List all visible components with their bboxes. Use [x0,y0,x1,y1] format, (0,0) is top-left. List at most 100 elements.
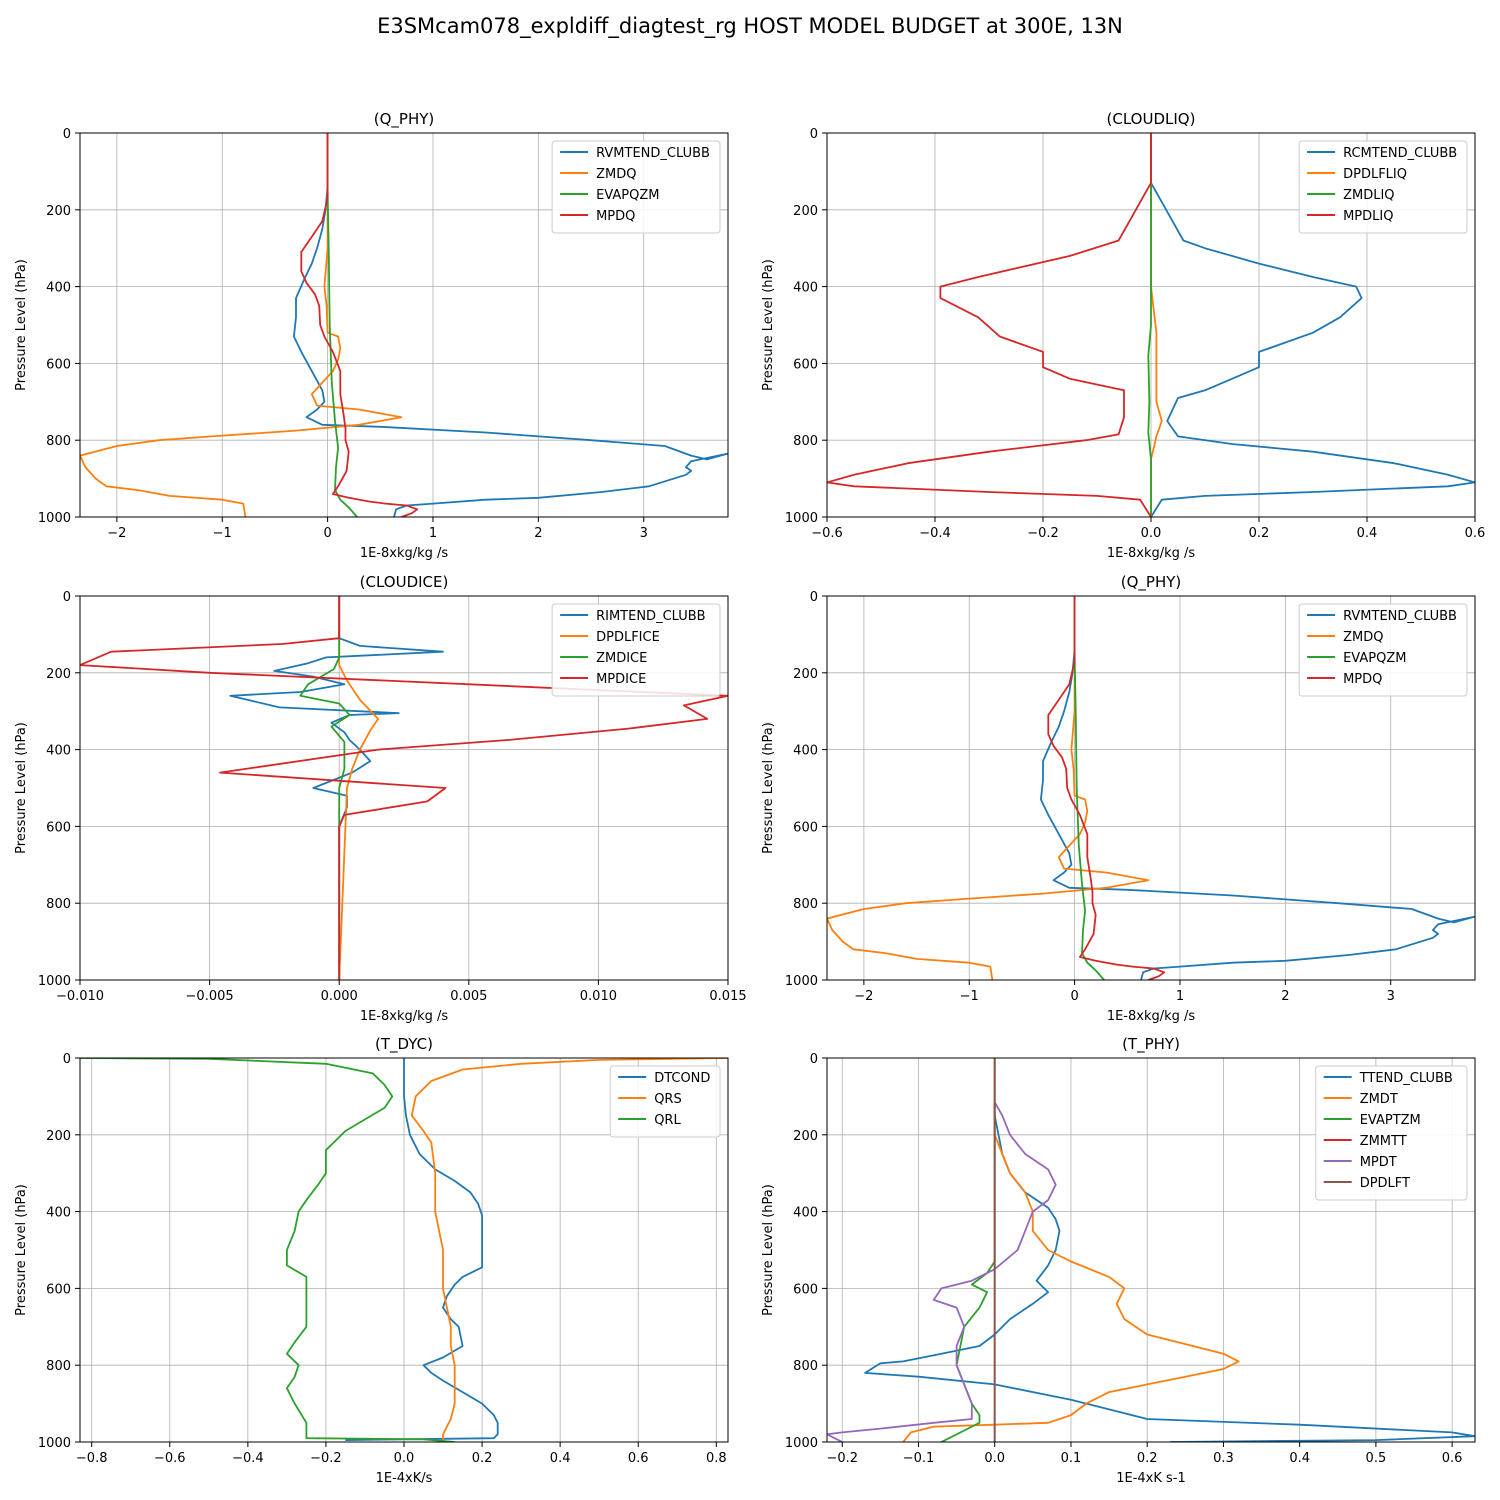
x-tick-label: 2 [534,526,542,541]
y-tick-label: 0 [810,1052,818,1067]
series-group [80,133,728,517]
chart-panel-1: −2 −1 0 1 2 3 0 200 400 600 800 1000 (Q_PHY) 1E-8xkg/… [14,110,729,561]
series-line-dpdlfice [338,596,379,980]
x-tick-label: 0.5 [1366,1451,1387,1466]
legend: RVMTEND_CLUBB ZMDQ EVAPQZM MPDQ [551,140,721,234]
x-axis-label: 1E-8xkg/kg /s [1107,546,1196,561]
x-tick-label: −0.8 [76,1451,108,1466]
legend-entry: MPDICE [596,672,646,687]
legend-entry: MPDQ [596,209,635,224]
x-tick-label: 0.0 [394,1451,415,1466]
legend-entry: RVMTEND_CLUBB [1343,609,1457,624]
y-tick-label: 400 [46,281,71,296]
legend-entry: MPDT [1360,1155,1397,1170]
series-line-rimtend_clubb [229,596,444,980]
chart-panel-3: −0.010 −0.005 0.000 0.005 0.010 0.015 0 200 400 6… [14,573,747,1024]
y-tick-label: 1000 [38,1436,71,1451]
legend-box [1315,1065,1468,1201]
x-tick-label: −0.005 [186,989,234,1004]
legend-entry: QRS [654,1092,682,1107]
plot-frame [826,595,1476,981]
legend-entry: TTEND_CLUBB [1359,1071,1453,1086]
y-tick-label: 0 [63,590,71,605]
x-tick-label: 0.000 [321,989,358,1004]
y-axis-label: Pressure Level (hPa) [761,259,776,391]
x-tick-label: −1 [960,989,979,1004]
x-tick-label: 2 [1281,989,1289,1004]
x-axis-label: 1E-8xkg/kg /s [360,1009,449,1024]
panel-title: (CLOUDLIQ) [1107,110,1196,128]
series-line-zmdq [80,133,403,517]
y-tick-label: 400 [793,281,818,296]
series-line-mpdt [827,1101,1057,1442]
y-axis-label: Pressure Level (hPa) [14,1184,29,1316]
series-group [827,1058,1475,1442]
series-line-zmdliq [1147,133,1152,517]
y-tick-label: 600 [46,357,71,372]
y-tick-label: 800 [46,897,71,912]
y-tick-label: 400 [793,744,818,759]
panel-title: (T_DYC) [375,1035,433,1054]
x-tick-label: 0.6 [1465,526,1486,541]
x-tick-label: −0.6 [811,526,843,541]
series-line-mpdliq [827,133,1152,517]
plot-frame [826,1057,1476,1443]
series-line-rvmtend_clubb [1040,596,1475,980]
series-group [827,133,1475,517]
series-line-zmdq [827,596,1150,980]
x-tick-label: −0.2 [826,1451,858,1466]
x-tick-label: 0.3 [1213,1451,1234,1466]
legend-entry: RCMTEND_CLUBB [1343,146,1457,161]
x-tick-label: −0.4 [919,526,951,541]
y-tick-label: 200 [46,1129,71,1144]
y-tick-label: 1000 [785,1436,818,1451]
x-tick-label: −1 [213,526,232,541]
x-tick-label: −0.6 [154,1451,186,1466]
legend-entry: DTCOND [654,1071,710,1086]
chart-panel-5: −0.8 −0.6 −0.4 −0.2 0.0 0.2 0.4 0.6 0.8 0 200 400 60… [14,1035,729,1486]
series-line-zmdt [902,1102,1240,1442]
legend-entry: EVAPQZM [596,188,659,203]
legend-entry: MPDLIQ [1343,209,1393,224]
series-line-evapqzm [1073,596,1105,980]
series-line-rcmtend_clubb [1150,133,1475,517]
x-axis-label: 1E-8xkg/kg /s [1107,1009,1196,1024]
legend-entry: ZMMTT [1360,1134,1407,1149]
series-line-dpdlfliq [1150,133,1163,517]
y-tick-label: 0 [810,127,818,142]
series-group [827,596,1475,980]
series-line-qrl [80,1058,455,1442]
legend-entry: RIMTEND_CLUBB [596,609,706,624]
x-tick-label: 0.6 [628,1451,649,1466]
y-axis-label: Pressure Level (hPa) [761,1184,776,1316]
y-tick-label: 0 [63,127,71,142]
y-tick-label: 200 [46,204,71,219]
legend-box [1298,603,1468,697]
series-line-mpdq [1047,596,1166,980]
panel-title: (Q_PHY) [1121,573,1182,592]
y-tick-label: 200 [46,667,71,682]
x-axis-label: 1E-4xK s-1 [1116,1471,1186,1486]
y-tick-label: 600 [793,820,818,835]
legend-box [551,140,721,234]
x-tick-label: 1 [429,526,437,541]
y-tick-label: 400 [46,1206,71,1221]
x-tick-label: 0.8 [706,1451,727,1466]
x-tick-label: 1 [1176,989,1184,1004]
legend-entry: ZMDQ [1343,630,1383,645]
legend-entry: DPDLFICE [596,630,660,645]
y-tick-label: 800 [46,434,71,449]
x-tick-label: 0.4 [550,1451,571,1466]
legend-entry: ZMDLIQ [1343,188,1394,203]
x-tick-label: 0.4 [1289,1451,1310,1466]
legend-entry: ZMDQ [596,167,636,182]
y-tick-label: 800 [46,1359,71,1374]
y-tick-label: 1000 [38,511,71,526]
y-tick-label: 600 [46,820,71,835]
series-group [80,1058,728,1442]
y-tick-label: 800 [793,897,818,912]
x-tick-label: 0 [323,526,331,541]
x-tick-label: 0.6 [1442,1451,1463,1466]
series-line-dtcond [345,1058,499,1441]
